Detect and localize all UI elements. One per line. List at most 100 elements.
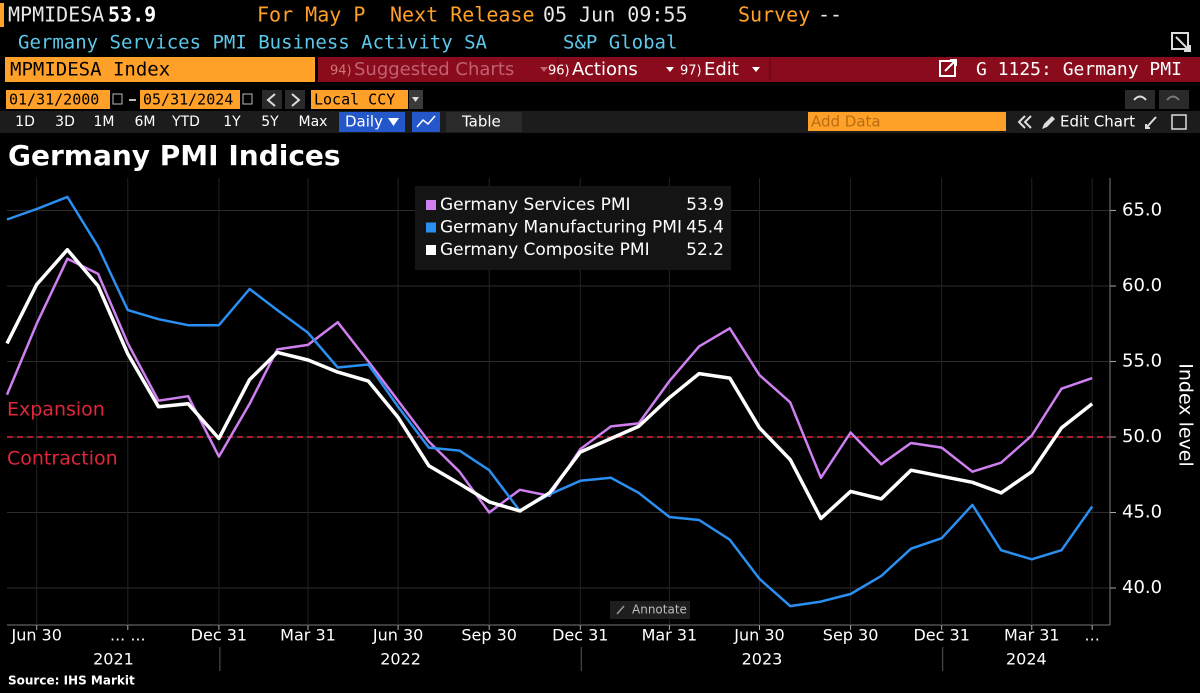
period-button[interactable]: Max bbox=[299, 114, 328, 130]
x-tick-label: Mar 31 bbox=[280, 626, 336, 645]
menu-number: 97) bbox=[680, 64, 702, 79]
currency: Local CCY bbox=[314, 91, 395, 109]
y-tick-label: 50.0 bbox=[1122, 426, 1162, 447]
launch-icon[interactable] bbox=[939, 59, 957, 77]
frequency: Daily bbox=[345, 113, 383, 131]
menu-bar bbox=[318, 57, 1200, 82]
y-tick-label: 40.0 bbox=[1122, 577, 1162, 598]
end-date: 05/31/2024 bbox=[143, 91, 233, 109]
ticker: MPMIDESA bbox=[8, 3, 104, 27]
x-tick-label: ... ... bbox=[110, 626, 146, 645]
edit-icon[interactable] bbox=[1145, 116, 1157, 129]
x-tick-label: Dec 31 bbox=[191, 626, 247, 645]
menu-number: 94) bbox=[330, 64, 352, 79]
period-button[interactable]: 1Y bbox=[223, 114, 241, 130]
period-button[interactable]: 1D bbox=[15, 114, 35, 130]
x-tick-label: Mar 31 bbox=[642, 626, 698, 645]
year-label: 2021 bbox=[93, 650, 134, 669]
frequency-arrow bbox=[388, 118, 399, 126]
series-line bbox=[5, 257, 1093, 514]
add-data: Add Data bbox=[811, 113, 881, 131]
undo-button[interactable] bbox=[1125, 90, 1155, 109]
x-tick-label: ... bbox=[1085, 626, 1100, 645]
legend bbox=[415, 186, 731, 270]
edit-chart[interactable]: Edit Chart bbox=[1060, 113, 1135, 131]
survey: -- bbox=[818, 3, 842, 27]
x-tick-label: Jun 30 bbox=[372, 626, 423, 645]
calendar-icon[interactable] bbox=[242, 93, 253, 105]
settings-icon[interactable] bbox=[1171, 114, 1187, 130]
y-tick-label: 65.0 bbox=[1122, 199, 1162, 220]
legend-label: Germany Services PMI bbox=[440, 195, 631, 215]
y-tick-label: 55.0 bbox=[1122, 350, 1162, 371]
menu-arrow bbox=[666, 67, 674, 72]
period: For May P bbox=[257, 3, 365, 27]
menu-label[interactable]: Edit bbox=[704, 59, 739, 80]
table-label: Table bbox=[461, 113, 501, 131]
menu-arrow bbox=[752, 67, 760, 72]
next-button[interactable] bbox=[285, 90, 305, 109]
annotate-button[interactable] bbox=[610, 601, 690, 619]
next-release-label: Next Release bbox=[390, 3, 535, 27]
frequency-box[interactable] bbox=[339, 112, 405, 132]
legend-label: Germany Manufacturing PMI bbox=[440, 218, 682, 238]
y-axis-label: Index level bbox=[1175, 363, 1197, 467]
annotate-icon bbox=[616, 605, 625, 615]
source-note: Source: IHS Markit bbox=[8, 674, 135, 688]
annotate: Annotate bbox=[632, 603, 687, 617]
x-tick-label: Mar 31 bbox=[1004, 626, 1060, 645]
period-button[interactable]: 1M bbox=[94, 114, 115, 130]
x-tick-label: Sep 30 bbox=[823, 626, 879, 645]
series-line bbox=[5, 247, 1094, 521]
collapse-icon[interactable] bbox=[1017, 115, 1032, 129]
menu-label[interactable]: Actions bbox=[572, 59, 638, 80]
year-label: 2024 bbox=[1006, 650, 1047, 669]
period-button[interactable]: 3D bbox=[55, 114, 75, 130]
start-date: 01/31/2000 bbox=[9, 91, 99, 109]
function-code: G 1125: Germany PMI bbox=[976, 59, 1182, 80]
legend-swatch bbox=[426, 222, 436, 233]
prev-button[interactable] bbox=[262, 90, 282, 109]
annotation: Expansion bbox=[7, 398, 105, 420]
last-price: 53.9 bbox=[108, 3, 156, 27]
legend-value: 45.4 bbox=[686, 218, 724, 238]
security-box[interactable] bbox=[5, 57, 315, 82]
x-tick-label: Dec 31 bbox=[913, 626, 969, 645]
table-button[interactable] bbox=[446, 112, 522, 132]
currency-dropdown[interactable] bbox=[409, 90, 423, 109]
description: Germany Services PMI Business Activity S… bbox=[18, 32, 488, 54]
line-chart-button[interactable] bbox=[412, 112, 440, 132]
legend-value: 53.9 bbox=[686, 195, 724, 215]
menu-number: 96) bbox=[548, 64, 570, 79]
period-button[interactable]: 6M bbox=[135, 114, 156, 130]
chart-title: Germany PMI Indices bbox=[8, 139, 341, 172]
menu-arrow bbox=[540, 67, 548, 72]
y-tick-label: 45.0 bbox=[1122, 501, 1162, 522]
menu-label[interactable]: Suggested Charts bbox=[354, 59, 514, 80]
marker bbox=[0, 3, 4, 27]
x-tick-label: Jun 30 bbox=[10, 626, 61, 645]
x-tick-label: Jun 30 bbox=[733, 626, 784, 645]
survey-label: Survey bbox=[738, 3, 810, 27]
period-button[interactable]: 5Y bbox=[261, 114, 279, 130]
year-label: 2022 bbox=[380, 650, 421, 669]
calendar-icon[interactable] bbox=[112, 93, 123, 105]
start-date-box[interactable] bbox=[6, 90, 110, 109]
x-tick-label: Dec 31 bbox=[552, 626, 608, 645]
legend-value: 52.2 bbox=[686, 240, 724, 260]
security: MPMIDESA Index bbox=[10, 59, 170, 81]
pencil-icon bbox=[1042, 116, 1055, 129]
x-tick-label: Sep 30 bbox=[461, 626, 517, 645]
legend-label: Germany Composite PMI bbox=[440, 240, 650, 260]
period-button[interactable]: YTD bbox=[171, 114, 200, 130]
add-data-box[interactable] bbox=[808, 112, 1006, 131]
currency-box[interactable] bbox=[311, 90, 408, 109]
y-tick-label: 60.0 bbox=[1122, 275, 1162, 296]
redo-button[interactable] bbox=[1159, 90, 1189, 109]
legend-swatch bbox=[426, 245, 436, 255]
popout-icon[interactable] bbox=[1171, 32, 1191, 52]
end-date-box[interactable] bbox=[140, 90, 240, 109]
legend-swatch bbox=[426, 200, 436, 210]
